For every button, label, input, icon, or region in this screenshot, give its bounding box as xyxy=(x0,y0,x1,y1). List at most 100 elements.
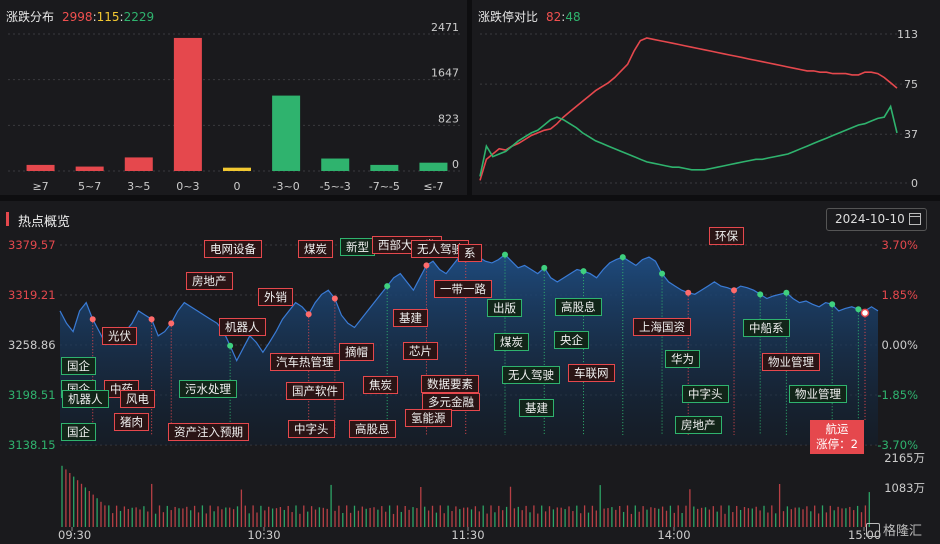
x-tick-label: 10:30 xyxy=(247,528,280,542)
hotspot-tag[interactable]: 高股息 xyxy=(349,420,396,438)
hotspot-tag[interactable]: 摘帽 xyxy=(339,343,374,361)
hotspot-tag[interactable]: 系 xyxy=(458,244,482,262)
dist-bar xyxy=(223,167,251,171)
dist-bar xyxy=(321,158,350,171)
ratio-title: 涨跌停对比 xyxy=(478,10,539,24)
hotspot-tag[interactable]: 国企 xyxy=(61,357,96,375)
dist-title: 涨跌分布 xyxy=(6,10,55,24)
y-tick-label: 823 xyxy=(438,112,459,125)
title-accent-bar xyxy=(6,212,9,226)
marker-dot xyxy=(89,316,96,323)
pct-tick-label: -3.70% xyxy=(877,438,918,452)
hotspot-tag[interactable]: 新型 xyxy=(340,238,375,256)
hotspot-tag[interactable]: 污水处理 xyxy=(179,380,237,398)
hotspot-tag[interactable]: 中字头 xyxy=(288,420,335,438)
hotspot-tag[interactable]: 氢能源 xyxy=(405,409,452,427)
date-value: 2024-10-10 xyxy=(835,212,905,226)
marker-dot xyxy=(148,316,155,323)
x-tick-label: 5~7 xyxy=(78,180,101,193)
pct-tick-label: 3.70% xyxy=(881,238,918,252)
hotspot-tag[interactable]: 一带一路 xyxy=(434,280,492,298)
marker-dot xyxy=(384,283,391,290)
marker-dot xyxy=(757,291,764,298)
hotspot-tag[interactable]: 光伏 xyxy=(102,327,137,345)
vol-tick-label: 1083万 xyxy=(884,481,925,495)
hotspot-tag[interactable]: 出版 xyxy=(487,299,522,317)
marker-dot xyxy=(580,268,587,275)
hotspot-tag[interactable]: 环保 xyxy=(709,227,744,245)
hotspot-tag[interactable]: 猪肉 xyxy=(114,413,149,431)
hotspot-tag[interactable]: 芯片 xyxy=(403,342,438,360)
hotspot-tag[interactable]: 外销 xyxy=(258,288,293,306)
dist-bar xyxy=(75,166,104,171)
hotspot-tag[interactable]: 机器人 xyxy=(219,318,266,336)
hotspot-tag[interactable]: 央企 xyxy=(554,331,589,349)
ratio-up-count: 82 xyxy=(546,10,562,24)
x-tick-label: 09:30 xyxy=(58,528,91,542)
pct-tick-label: -1.85% xyxy=(877,388,918,402)
hotspot-tag[interactable]: 数据要素 xyxy=(421,375,479,393)
hotspot-tag[interactable]: 上海国资 xyxy=(633,318,691,336)
y-tick-label: 0 xyxy=(911,177,918,190)
watermark: 格隆汇 xyxy=(866,520,922,539)
hotspot-tag[interactable]: 房地产 xyxy=(186,272,233,290)
hotspot-tag[interactable]: 国企 xyxy=(61,423,96,441)
hotspot-tag[interactable]: 焦炭 xyxy=(363,376,398,394)
marker-dot xyxy=(331,295,338,302)
series-line-跌停 xyxy=(479,104,898,177)
dist-title-row: 涨跌分布 2998:115:2229 xyxy=(6,10,155,24)
limit-compare-line-chart: 0 37 75 113 xyxy=(479,28,918,190)
series-line-涨停 xyxy=(479,37,898,181)
hotspot-tag[interactable]: 无人驾驶 xyxy=(411,240,469,258)
dist-bar xyxy=(370,164,399,171)
x-tick-label: 0~3 xyxy=(176,180,199,193)
marker-dot xyxy=(227,342,234,349)
limit-compare-panel: 涨跌停对比 82:48 0 37 75 113 xyxy=(472,0,940,195)
hotspot-tag[interactable]: 华为 xyxy=(665,350,700,368)
date-picker[interactable]: 2024-10-10 xyxy=(826,208,927,231)
dist-bar xyxy=(272,95,301,171)
x-tick-label: 0 xyxy=(234,180,241,193)
y-tick-label: 113 xyxy=(897,28,918,41)
dist-bar xyxy=(419,162,448,171)
hotspot-tag[interactable]: 基建 xyxy=(393,309,428,327)
marker-dot xyxy=(423,262,430,269)
hotspot-tag[interactable]: 基建 xyxy=(519,399,554,417)
hotspot-tag[interactable]: 物业管理 xyxy=(789,385,847,403)
hotspot-tag[interactable]: 资产注入预期 xyxy=(168,423,249,441)
hotspot-tag[interactable]: 煤炭 xyxy=(494,333,529,351)
hotspot-tag[interactable]: 高股息 xyxy=(555,298,602,316)
hotspot-tag[interactable]: 中船系 xyxy=(743,319,790,337)
hotspot-tag[interactable]: 无人驾驶 xyxy=(502,366,560,384)
y-tick-label: 3198.51 xyxy=(8,388,56,402)
hotspot-tag[interactable]: 风电 xyxy=(120,390,155,408)
hotspot-tag[interactable]: 物业管理 xyxy=(762,353,820,371)
x-tick-label: -7~-5 xyxy=(369,180,400,193)
gelonghui-logo-icon xyxy=(866,523,880,537)
shipping-flag[interactable]: 航运 涨停：2 xyxy=(810,420,864,454)
hotspot-tag[interactable]: 房地产 xyxy=(675,416,722,434)
hotspot-tag[interactable]: 机器人 xyxy=(62,390,109,408)
hotspot-tag[interactable]: 多元金融 xyxy=(422,393,480,411)
hotspot-tag[interactable]: 中字头 xyxy=(682,385,729,403)
hotspot-title: 热点概览 xyxy=(18,215,71,230)
hotspot-tag[interactable]: 国产软件 xyxy=(286,382,344,400)
x-tick-label: -5~-3 xyxy=(320,180,351,193)
hotspot-tag[interactable]: 汽车热管理 xyxy=(270,353,340,371)
dist-up-count: 2998 xyxy=(62,10,93,24)
y-tick-label: 0 xyxy=(452,158,459,171)
marker-dot xyxy=(783,289,790,296)
x-tick-label: ≤-7 xyxy=(423,180,443,193)
hotspot-tag[interactable]: 车联网 xyxy=(568,364,615,382)
marker-dot xyxy=(619,254,626,261)
marker-dot xyxy=(685,289,692,296)
current-point xyxy=(860,308,870,318)
distribution-panel: 涨跌分布 2998:115:2229 0 823 1647 2471 ≥7 5~7 3~5 0~… xyxy=(0,0,467,195)
y-tick-label: 3138.15 xyxy=(8,438,56,452)
calendar-icon[interactable] xyxy=(909,213,921,225)
hotspot-tag[interactable]: 电网设备 xyxy=(204,240,262,258)
hotspot-tag[interactable]: 煤炭 xyxy=(298,240,333,258)
x-tick-label: ≥7 xyxy=(32,180,48,193)
marker-dot xyxy=(541,264,548,271)
